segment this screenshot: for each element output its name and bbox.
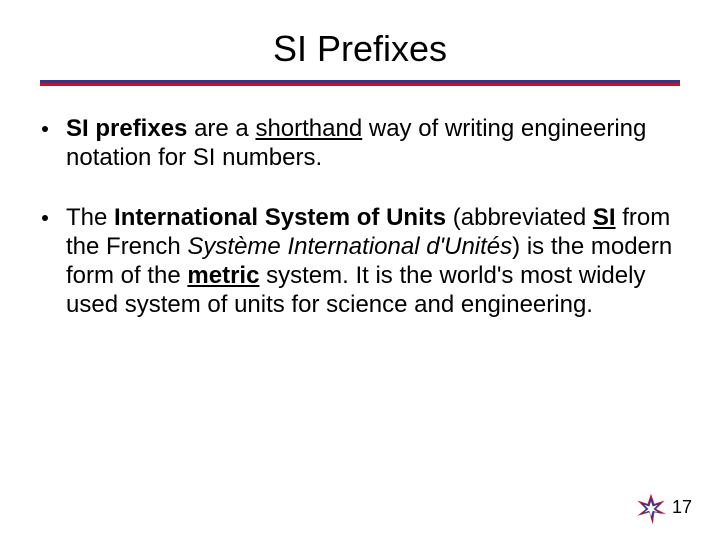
- text-run: International System of Units: [114, 204, 446, 231]
- text-run: metric: [187, 262, 259, 289]
- bullet-dot-icon: [42, 126, 48, 132]
- text-run: (abbreviated: [446, 204, 593, 231]
- bullet-text: The International System of Units (abbre…: [66, 203, 680, 320]
- text-run: SI: [593, 204, 616, 231]
- bullet-item: The International System of Units (abbre…: [40, 203, 680, 320]
- bullet-item: SI prefixes are a shorthand way of writi…: [40, 114, 680, 173]
- bullet-list: SI prefixes are a shorthand way of writi…: [40, 114, 680, 320]
- text-run: The: [66, 204, 114, 231]
- page-number: 17: [672, 497, 692, 518]
- rule-bottom: [40, 83, 680, 86]
- slide-title: SI Prefixes: [40, 28, 680, 78]
- text-run: are a: [187, 115, 255, 142]
- bullet-dot-icon: [42, 215, 48, 221]
- slide: SI Prefixes SI prefixes are a shorthand …: [0, 0, 720, 540]
- bullet-text: SI prefixes are a shorthand way of writi…: [66, 114, 680, 173]
- corner-logo: [634, 492, 668, 526]
- title-rule: [40, 80, 680, 86]
- text-run: Système International d'Unités: [187, 233, 512, 260]
- text-run: SI prefixes: [66, 115, 187, 142]
- text-run: shorthand: [255, 115, 362, 142]
